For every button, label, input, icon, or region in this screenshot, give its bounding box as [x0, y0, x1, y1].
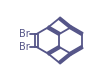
- Text: Br: Br: [19, 29, 30, 39]
- Text: Br: Br: [19, 42, 30, 52]
